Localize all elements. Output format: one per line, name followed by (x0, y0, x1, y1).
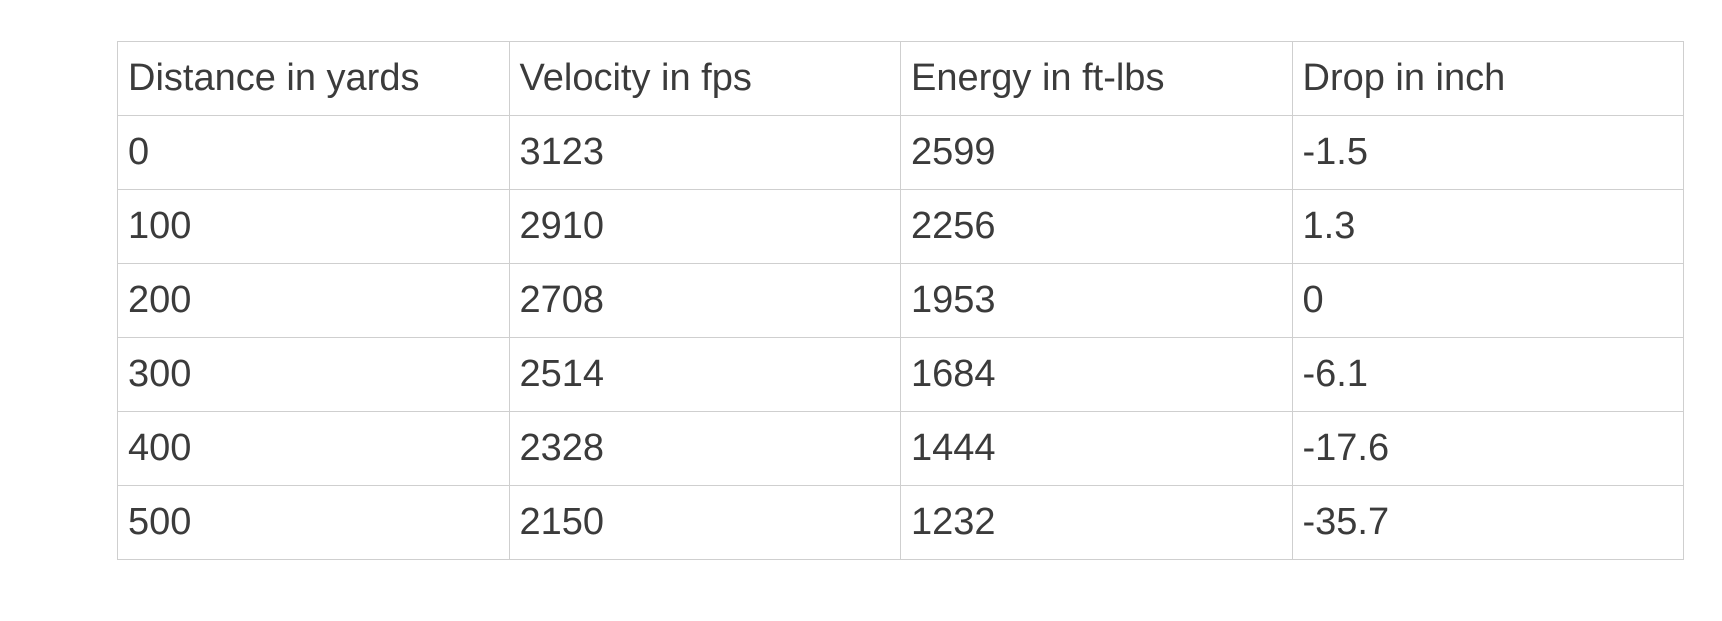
table-row: 100 2910 2256 1.3 (117, 189, 1684, 264)
table-row: 400 2328 1444 -17.6 (117, 411, 1684, 486)
table-cell: -17.6 (1291, 411, 1684, 486)
table-cell: 2514 (508, 337, 901, 412)
table-cell: 1.3 (1291, 189, 1684, 264)
table-cell: 1684 (900, 337, 1293, 412)
table-row: 0 3123 2599 -1.5 (117, 115, 1684, 190)
table-cell: 400 (117, 411, 510, 486)
ballistics-table: Distance in yards Velocity in fps Energy i… (117, 41, 1684, 560)
table-row: 300 2514 1684 -6.1 (117, 337, 1684, 412)
table-cell: 100 (117, 189, 510, 264)
table-cell: -1.5 (1291, 115, 1684, 190)
header-cell: Velocity in fps (508, 41, 901, 116)
table-cell: 2599 (900, 115, 1293, 190)
table-cell: 500 (117, 485, 510, 560)
table-cell: 300 (117, 337, 510, 412)
table-cell: 2708 (508, 263, 901, 338)
table-cell: 2256 (900, 189, 1293, 264)
table-cell: 200 (117, 263, 510, 338)
table-cell: -6.1 (1291, 337, 1684, 412)
header-row: Distance in yards Velocity in fps Energy i… (117, 41, 1684, 116)
table-cell: 3123 (508, 115, 901, 190)
table-cell: 2150 (508, 485, 901, 560)
table-cell: 1444 (900, 411, 1293, 486)
table-cell: -35.7 (1291, 485, 1684, 560)
table-cell: 0 (117, 115, 510, 190)
table-cell: 2910 (508, 189, 901, 264)
table-row: 200 2708 1953 0 (117, 263, 1684, 338)
table-cell: 1953 (900, 263, 1293, 338)
header-cell: Distance in yards (117, 41, 510, 116)
table-cell: 2328 (508, 411, 901, 486)
table-cell: 0 (1291, 263, 1684, 338)
table-row: 500 2150 1232 -35.7 (117, 485, 1684, 560)
table-cell: 1232 (900, 485, 1293, 560)
header-cell: Drop in inch (1291, 41, 1684, 116)
header-cell: Energy in ft-lbs (900, 41, 1293, 116)
